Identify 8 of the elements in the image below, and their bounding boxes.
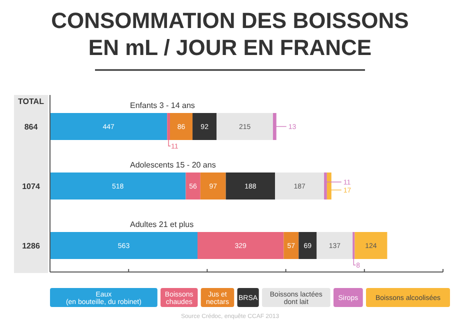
y-tick-label: Enfants 3 - 14 ans	[130, 101, 195, 110]
total-label: 1286	[22, 242, 40, 250]
total-label: 864	[24, 122, 38, 132]
text: TOTAL	[18, 97, 44, 106]
y-tick-label: Adolescents 15 - 20 ans	[130, 160, 216, 170]
total-label: 1074	[22, 182, 40, 191]
y-tick-label: Adultes 21 et plus	[130, 220, 194, 229]
chart-title: CONSOMMATION DES BOISSONS EN mL / JOUR EN FRANCE	[51, 8, 409, 60]
